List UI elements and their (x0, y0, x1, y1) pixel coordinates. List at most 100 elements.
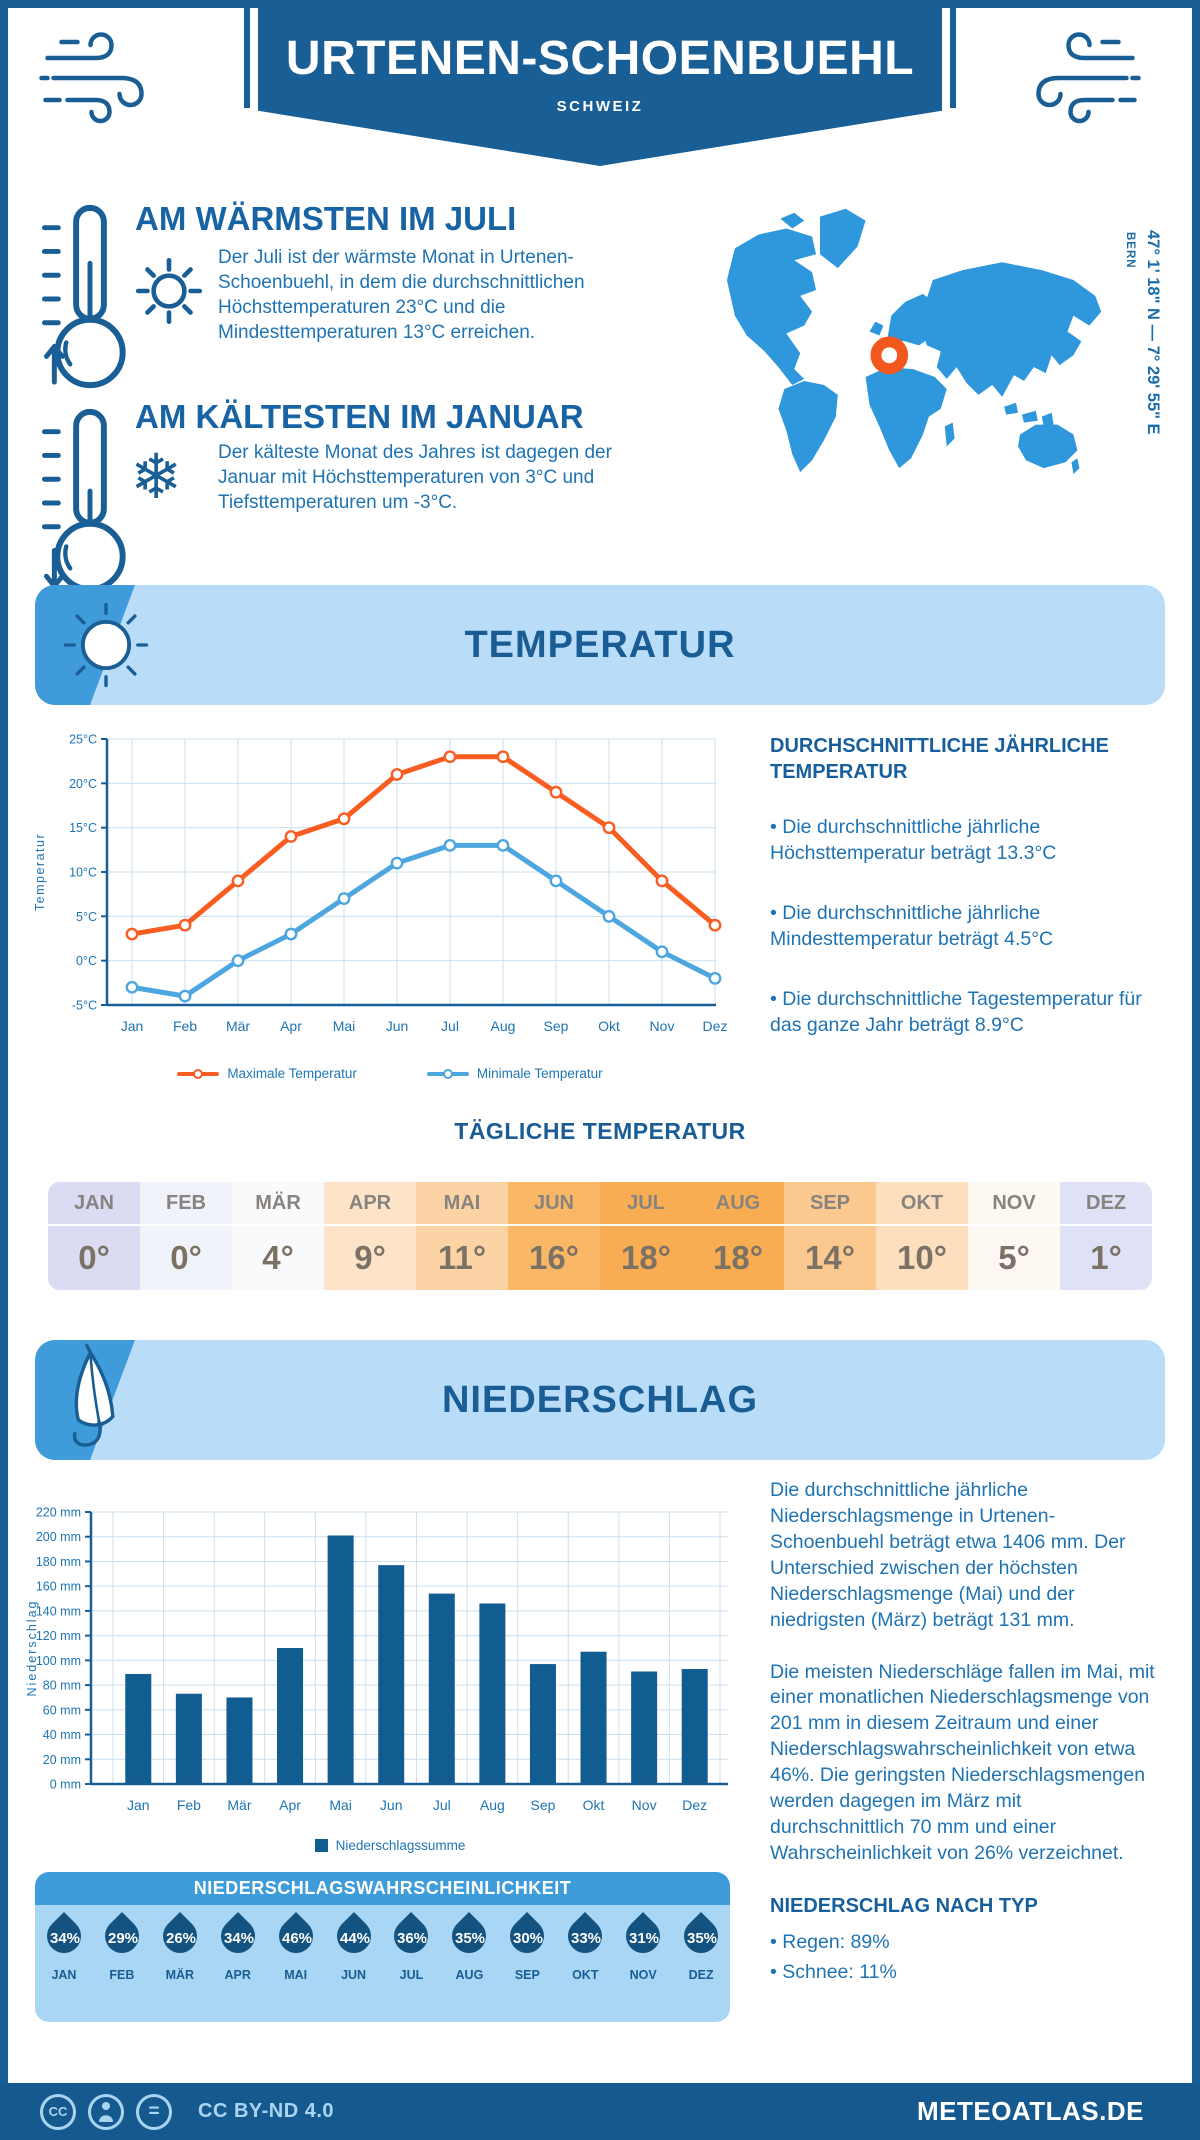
legend-label: Niederschlagssumme (335, 1838, 466, 1853)
svg-text:Mai: Mai (329, 1797, 352, 1813)
droplet-icon: 26% (155, 1911, 204, 1961)
precipitation-bar-chart: 0 mm 20 mm 40 mm 60 mm 80 mm 100 mm 120 mm 140 … (25, 1506, 728, 1813)
page-subtitle: SCHWEIZ (556, 98, 644, 116)
svg-text:80 mm: 80 mm (43, 1679, 81, 1693)
month-temp-value: 4° (262, 1239, 294, 1276)
precipitation-text-panel: Die durchschnittliche jährliche Niedersc… (770, 1478, 1160, 1987)
month-label: MÄR (232, 1182, 324, 1226)
snow-share-bullet: • Schnee: 11% (770, 1961, 897, 1984)
droplet-icon: 29% (97, 1911, 146, 1961)
month-temp-cell: FEB 0° (140, 1182, 232, 1290)
droplet-icon: 46% (271, 1911, 320, 1961)
frame-top (0, 0, 1200, 8)
world-map (726, 208, 1102, 475)
month-temp-cell: AUG 18° (692, 1182, 784, 1290)
svg-text:25°C: 25°C (69, 733, 97, 747)
month-temp-value: 9° (354, 1239, 386, 1276)
svg-text:Okt: Okt (598, 1018, 620, 1034)
svg-text:-5°C: -5°C (72, 999, 97, 1013)
probability-value: 35% (687, 1929, 718, 1947)
footer-bar: CC = CC BY-ND 4.0 METEOATLAS.DE (0, 2083, 1200, 2140)
svg-text:Dez: Dez (682, 1797, 707, 1813)
month-temp-cell: NOV 5° (968, 1182, 1060, 1290)
warmest-title: AM WÄRMSTEN IM JULI (135, 200, 517, 237)
svg-text:Jul: Jul (441, 1018, 459, 1034)
precipitation-section-title: NIEDERSCHLAG (441, 1378, 759, 1421)
svg-text:Niederschlag: Niederschlag (25, 1600, 39, 1697)
svg-text:Feb: Feb (173, 1018, 197, 1034)
month-temp-value: 0° (170, 1239, 202, 1276)
svg-text:Aug: Aug (480, 1797, 505, 1813)
frame-left (0, 0, 8, 2140)
map-coordinates: 47° 1' 18" N — 7° 29' 55" E (1144, 230, 1162, 435)
sun-badge-icon (63, 602, 149, 688)
probability-value: 46% (281, 1929, 312, 1947)
probability-droplet-cell: 46% MAI (267, 1905, 325, 2022)
month-temp-cell: JAN 0° (48, 1182, 140, 1290)
svg-text:Dez: Dez (703, 1018, 728, 1034)
license-label: CC BY-ND 4.0 (198, 2100, 335, 2122)
location-marker-icon (870, 336, 909, 375)
banner-ribbon-right (950, 8, 956, 108)
svg-text:Sep: Sep (544, 1018, 569, 1034)
svg-text:Sep: Sep (530, 1797, 555, 1813)
month-label: JUN (508, 1182, 600, 1226)
precipitation-chart-legend: Niederschlagssumme (140, 1838, 640, 1853)
header-banner: URTENEN-SCHOENBUEHL SCHWEIZ (258, 8, 942, 166)
precipitation-probability-heading: NIEDERSCHLAGSWAHRSCHEINLICHKEIT (35, 1872, 730, 1905)
month-label: JUL (399, 1968, 424, 1982)
month-temp-value: 18° (713, 1239, 763, 1276)
cc-logo-icon: CC (40, 2093, 76, 2130)
month-temp-value: 0° (78, 1239, 110, 1276)
probability-droplet-cell: 35% AUG (440, 1905, 498, 2022)
wind-icon (1036, 32, 1141, 124)
svg-text:Mai: Mai (333, 1018, 356, 1034)
month-temp-cell: OKT 10° (876, 1182, 968, 1290)
legend-square-icon (314, 1839, 328, 1852)
month-label: SEP (784, 1182, 876, 1226)
month-label: DEZ (1060, 1182, 1152, 1226)
month-temp-cell: MÄR 4° (232, 1182, 324, 1290)
probability-value: 30% (513, 1929, 544, 1947)
month-label: NOV (629, 1968, 657, 1982)
svg-text:10°C: 10°C (69, 866, 97, 880)
month-temp-value: 10° (897, 1239, 947, 1276)
probability-value: 35% (455, 1929, 486, 1947)
month-temp-value: 11° (437, 1239, 487, 1276)
coldest-title: AM KÄLTESTEN IM JANUAR (135, 398, 584, 435)
probability-droplet-cell: 34% JAN (35, 1905, 93, 2022)
thermometer-warm-icon (41, 204, 126, 389)
svg-text:Temperatur: Temperatur (33, 833, 47, 911)
legend-item: Maximale Temperatur (177, 1066, 357, 1081)
month-temp-cell: JUL 18° (600, 1182, 692, 1290)
month-label: AUG (692, 1182, 784, 1226)
annual-min-bullet: • Die durchschnittliche jährliche Mindes… (770, 901, 1054, 950)
svg-text:5°C: 5°C (76, 910, 97, 924)
month-label: MAI (416, 1182, 508, 1226)
temperature-line-chart: -5°C 0°C 5°C 10°C 15°C 20°C 25°C Jan Feb Mär Apr Ma… (33, 733, 728, 1035)
svg-text:60 mm: 60 mm (43, 1703, 81, 1717)
probability-droplet-cell: 30% SEP (498, 1905, 556, 2022)
svg-text:200 mm: 200 mm (36, 1530, 81, 1544)
svg-text:Jan: Jan (121, 1018, 144, 1034)
svg-text:160 mm: 160 mm (36, 1580, 81, 1594)
probability-droplet-cell: 31% NOV (614, 1905, 672, 2022)
month-label: JUL (600, 1182, 692, 1226)
svg-text:Jan: Jan (127, 1797, 150, 1813)
svg-text:220 mm: 220 mm (36, 1506, 81, 1520)
legend-item: Minimale Temperatur (426, 1066, 603, 1081)
droplet-icon: 33% (561, 1911, 610, 1961)
svg-text:Feb: Feb (177, 1797, 201, 1813)
droplet-icon: 34% (213, 1911, 262, 1961)
month-label: NOV (968, 1182, 1060, 1226)
svg-text:Mär: Mär (227, 1797, 251, 1813)
month-label: DEZ (688, 1968, 714, 1982)
svg-text:40 mm: 40 mm (43, 1728, 81, 1742)
droplet-icon: 35% (677, 1911, 726, 1961)
probability-value: 31% (629, 1929, 660, 1947)
cc-glyph: CC (48, 2104, 68, 2119)
precipitation-section-band: NIEDERSCHLAG (35, 1340, 1165, 1460)
month-label: AUG (455, 1968, 484, 1982)
svg-text:Nov: Nov (650, 1018, 675, 1034)
